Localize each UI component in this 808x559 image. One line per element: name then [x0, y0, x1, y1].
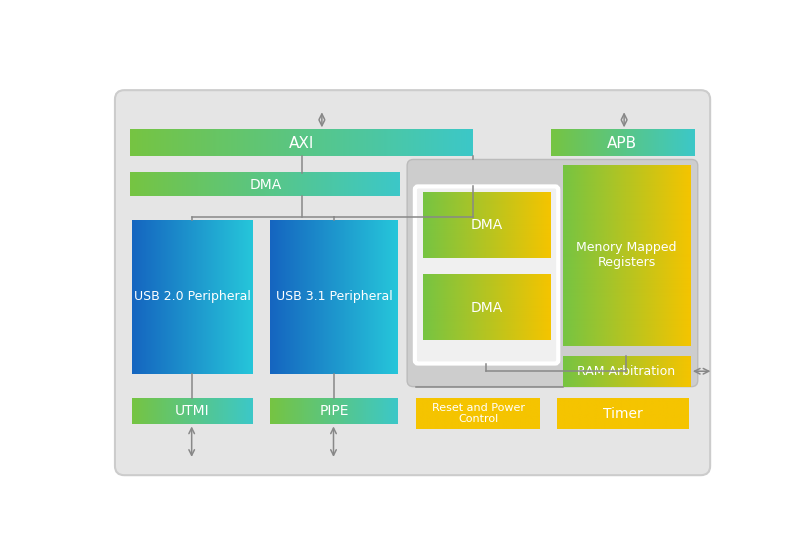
Text: DMA: DMA [470, 301, 503, 315]
Text: Reset and Power
Control: Reset and Power Control [432, 403, 525, 424]
FancyBboxPatch shape [407, 159, 698, 387]
Text: DMA: DMA [249, 178, 281, 192]
Text: USB 2.0 Peripheral: USB 2.0 Peripheral [133, 290, 250, 303]
Text: Timer: Timer [603, 406, 642, 420]
Text: APB: APB [607, 136, 638, 151]
Text: UTMI: UTMI [175, 404, 209, 418]
Text: Menory Mapped
Registers: Menory Mapped Registers [576, 241, 677, 269]
Text: PIPE: PIPE [319, 404, 348, 418]
FancyBboxPatch shape [115, 90, 710, 475]
Text: AXI: AXI [289, 136, 314, 151]
Text: RAM Arbitration: RAM Arbitration [578, 364, 675, 378]
Text: USB 3.1 Peripheral: USB 3.1 Peripheral [276, 290, 392, 303]
FancyBboxPatch shape [415, 187, 558, 363]
Text: DMA: DMA [470, 219, 503, 233]
